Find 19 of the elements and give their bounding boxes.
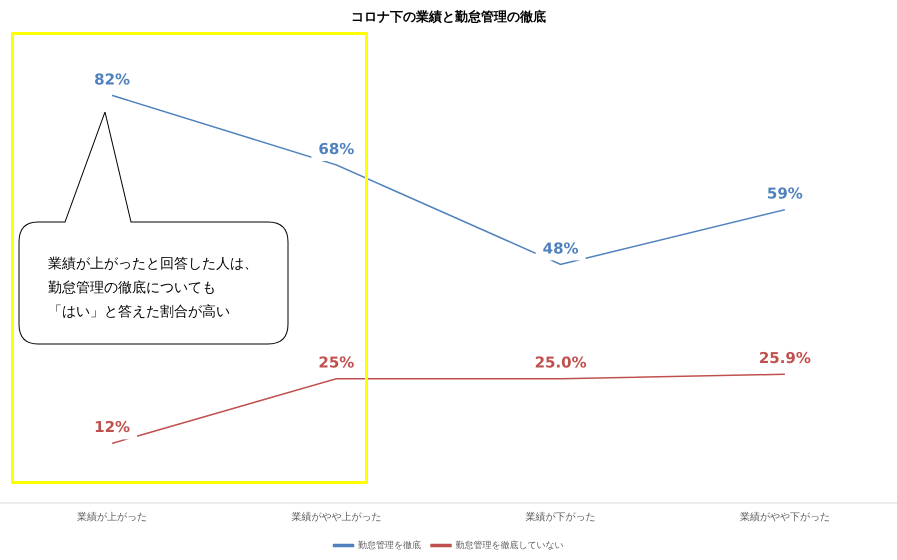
legend-label: 勤怠管理を徹底していない	[456, 540, 564, 550]
annotation: 業績が上がったと回答した人は、	[48, 255, 258, 274]
data-label: 68%	[318, 140, 354, 158]
legend-label: 勤怠管理を徹底	[358, 540, 421, 550]
data-label: 25.0%	[534, 354, 587, 372]
data-label: 82%	[94, 70, 130, 88]
data-label: 12%	[94, 418, 130, 436]
annotation: 「はい」と答えた割合が高い	[48, 303, 231, 322]
x-tick-label: 業績がやや下がった	[740, 510, 830, 523]
data-label: 25%	[318, 354, 354, 372]
data-label: 59%	[766, 184, 803, 203]
annotation: 勤怠管理の徹底についても	[48, 279, 217, 298]
x-tick-label: 業績が下がった	[526, 510, 596, 523]
x-tick-label: 業績がやや上がった	[291, 510, 382, 523]
data-label: 48%	[542, 239, 579, 258]
data-label: 25.9%	[758, 349, 811, 368]
x-tick-label: 業績が上がった	[77, 510, 148, 523]
speech-bubble: 業績が上がったと回答した人は、 勤怠管理の徹底についても 「はい」と答えた割合が高い	[18, 112, 290, 346]
chart-title: コロナ下の業績と勤怠管理の徹底	[351, 9, 546, 26]
